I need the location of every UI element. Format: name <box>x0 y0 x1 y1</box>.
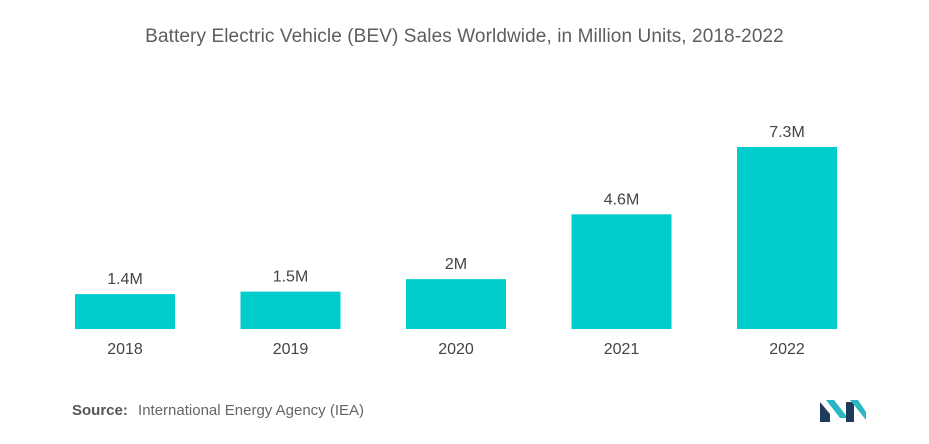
data-label-2018: 1.4M <box>107 271 143 288</box>
bar-2019 <box>240 291 341 329</box>
source-note: Source: International Energy Agency (IEA… <box>72 402 364 419</box>
chart-title: Battery Electric Vehicle (BEV) Sales Wor… <box>145 26 784 47</box>
bar-2018 <box>75 294 175 329</box>
logo-left-shape <box>820 402 830 422</box>
x-tick-label-2019: 2019 <box>273 341 309 358</box>
logo-right-shape <box>846 402 854 422</box>
data-label-2020: 2M <box>445 256 467 273</box>
x-tick-label-2021: 2021 <box>604 341 640 358</box>
bar-2021 <box>571 214 672 329</box>
x-tick-label-2022: 2022 <box>769 341 805 358</box>
source-label: Source: <box>72 402 128 419</box>
bar-2020 <box>406 279 506 329</box>
data-label-2019: 1.5M <box>273 269 309 286</box>
data-label-2021: 4.6M <box>604 191 640 208</box>
mordor-intelligence-logo-icon <box>820 400 866 422</box>
x-tick-label-2018: 2018 <box>107 341 143 358</box>
bar-2022 <box>737 147 837 329</box>
source-text: International Energy Agency (IEA) <box>138 402 364 419</box>
x-tick-label-2020: 2020 <box>438 341 474 358</box>
data-label-2022: 7.3M <box>769 124 805 141</box>
logo-tail-shape <box>850 400 866 420</box>
logo-middle-shape <box>826 400 848 418</box>
